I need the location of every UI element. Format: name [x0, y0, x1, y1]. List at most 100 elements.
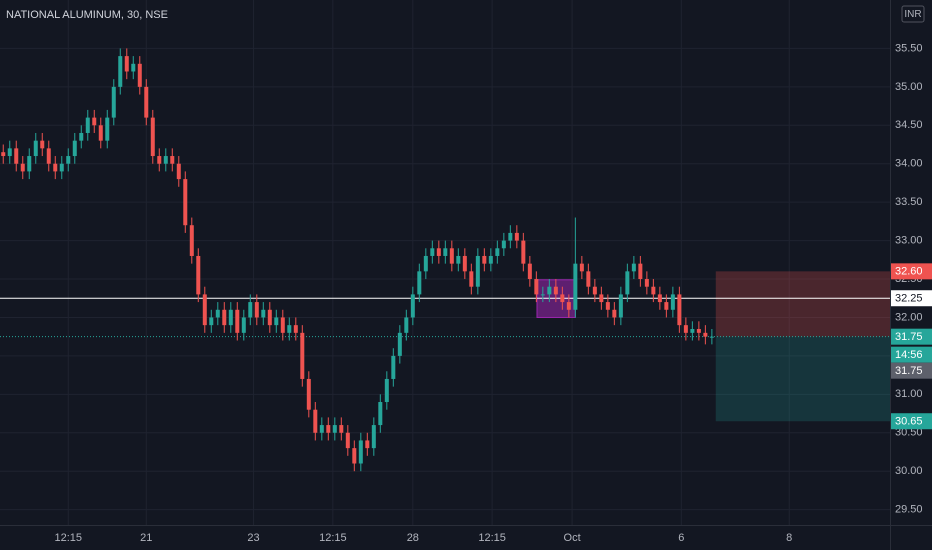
y-tick-label: 34.50	[895, 119, 923, 131]
candle-body	[638, 263, 643, 280]
stop-zone	[715, 336, 890, 422]
candle-body	[644, 279, 649, 287]
candle-body	[170, 156, 175, 164]
candle-body	[469, 271, 474, 287]
candle-body	[79, 132, 84, 141]
close-label-bg	[891, 362, 932, 379]
stop-label-bg	[891, 413, 932, 430]
candle-body	[521, 240, 526, 264]
entry-label-bg	[891, 328, 932, 345]
candle-body	[137, 63, 142, 87]
currency-label[interactable]: INR	[904, 9, 921, 20]
candle-body	[280, 317, 285, 333]
candle-body	[339, 425, 344, 433]
candle-body	[443, 248, 448, 256]
candle-body	[618, 294, 623, 318]
candle-body	[709, 336, 714, 338]
countdown: 14:56	[895, 349, 923, 361]
x-tick-label: 23	[247, 532, 259, 544]
candle-body	[482, 255, 487, 264]
candle-body	[85, 117, 90, 133]
candle-body	[267, 309, 272, 326]
candle-body	[189, 225, 194, 256]
candle-body	[573, 263, 578, 310]
candle-body	[124, 56, 129, 72]
candle-body	[313, 409, 318, 433]
candle-body	[683, 325, 688, 333]
candle-body	[384, 378, 389, 403]
candle-body	[462, 255, 467, 272]
candle-body	[612, 309, 617, 318]
candle-body	[560, 294, 565, 303]
candle-body	[111, 86, 116, 118]
line-label: 32.25	[895, 293, 923, 305]
candle-body	[631, 263, 636, 272]
candle-body	[300, 332, 305, 379]
candle-body	[241, 317, 246, 333]
drawings	[0, 271, 890, 422]
candle-body	[274, 317, 279, 326]
candle-body	[157, 156, 162, 164]
x-tick-label: 12:15	[478, 532, 506, 544]
candle-body	[391, 355, 396, 379]
candle-body	[53, 163, 58, 172]
candle-body	[547, 286, 552, 295]
candle-body	[423, 255, 428, 272]
candle-body	[183, 179, 188, 226]
candle-body	[566, 302, 571, 310]
candle-body	[488, 255, 493, 264]
candle-body	[664, 302, 669, 310]
candle-body	[40, 140, 45, 149]
candle-body	[293, 325, 298, 333]
candle-body	[436, 248, 441, 256]
candle-body	[7, 148, 12, 157]
candle-body	[651, 286, 656, 295]
y-tick-label: 33.50	[895, 196, 923, 208]
currency-button[interactable]	[901, 5, 925, 23]
candle-body	[625, 271, 630, 295]
price-labels: 32.60 32.25 31.75 14:56 31.75 30.65	[891, 263, 932, 430]
x-tick-label: Oct	[564, 532, 581, 544]
y-tick-label: 35.00	[895, 81, 923, 93]
candle-body	[345, 432, 350, 449]
y-tick-label: 31.00	[895, 388, 923, 400]
candle-body	[332, 425, 337, 433]
candle-body	[605, 302, 610, 310]
candle-body	[475, 255, 480, 287]
profit-zone	[715, 271, 890, 337]
candle-body	[534, 279, 539, 295]
candle-body	[696, 328, 701, 333]
candle-body	[326, 425, 331, 433]
candle-body	[14, 148, 19, 164]
candle-body	[20, 163, 25, 172]
candle-body	[527, 263, 532, 280]
y-tick-label: 29.50	[895, 504, 923, 516]
candle-body	[163, 156, 168, 164]
candle-body	[59, 163, 64, 172]
candle-body	[540, 294, 545, 296]
candle-body	[365, 440, 370, 449]
candle-body	[248, 302, 253, 318]
stop-label: 30.65	[895, 416, 923, 428]
candle-body	[176, 163, 181, 180]
candle-body	[670, 294, 675, 310]
y-tick-label: 33.00	[895, 234, 923, 246]
target-label: 32.60	[895, 266, 923, 278]
candle-body	[514, 232, 519, 241]
candle-body	[677, 294, 682, 326]
candle-body	[592, 286, 597, 295]
candle-body	[254, 302, 259, 318]
candle-body	[66, 156, 71, 164]
candle-body	[417, 271, 422, 295]
candle-body	[131, 63, 136, 72]
candle-body	[46, 148, 51, 164]
candle-body	[657, 294, 662, 303]
candle-body	[358, 440, 363, 464]
candle-body	[456, 255, 461, 264]
grid	[0, 0, 890, 525]
candle-body	[586, 271, 591, 287]
candle-body	[261, 309, 266, 318]
candle-body	[196, 255, 201, 295]
